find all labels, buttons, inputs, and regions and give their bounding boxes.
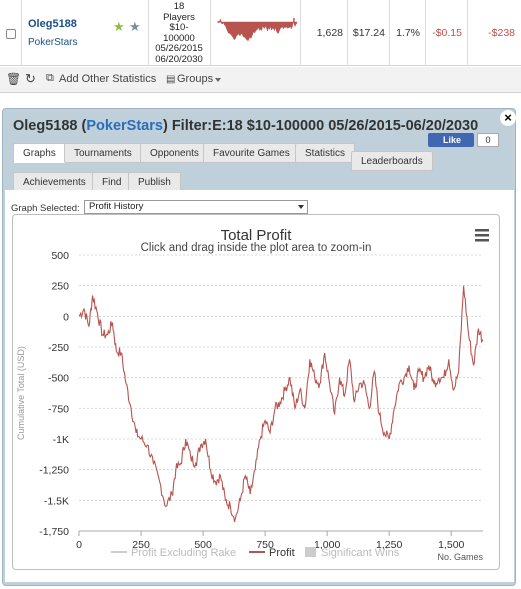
graph-select-value: Profit History bbox=[89, 201, 144, 212]
profit-sparkline[interactable] bbox=[217, 14, 297, 44]
graph-select[interactable]: Profit History bbox=[84, 200, 308, 214]
y-tick-label: 500 bbox=[51, 250, 69, 262]
menu-bar bbox=[475, 239, 489, 242]
filter-line: 100000 bbox=[163, 32, 195, 44]
tab-find[interactable]: Find bbox=[92, 172, 132, 192]
roi-value: 1.7% bbox=[396, 27, 420, 39]
menu-bar bbox=[475, 234, 489, 237]
y-tick-label: -1K bbox=[53, 434, 69, 446]
tab-achievements[interactable]: Achievements bbox=[13, 172, 96, 192]
sparkline-cell bbox=[211, 0, 301, 66]
y-tick-label: -1,250 bbox=[39, 465, 69, 477]
filter-line: Players bbox=[163, 11, 195, 23]
sparkline-positive-bar bbox=[293, 18, 295, 22]
chart-subtitle: Click and drag inside the plot area to z… bbox=[141, 242, 372, 254]
x-tick-label: 1,250 bbox=[376, 539, 402, 551]
site-link[interactable]: PokerStars bbox=[28, 37, 78, 48]
panel-title-filter: Filter:E:18 $10-100000 05/26/2015-06/20/… bbox=[171, 118, 479, 134]
x-tick-label: 1,500 bbox=[438, 539, 464, 551]
profit-value: -$238 bbox=[488, 27, 515, 39]
groups-dropdown[interactable]: Groups bbox=[177, 73, 214, 85]
x-tick-label: 0 bbox=[76, 539, 82, 551]
tab-graphs[interactable]: Graphs bbox=[13, 143, 66, 163]
menu-bar bbox=[475, 229, 489, 232]
y-tick-label: -750 bbox=[48, 403, 69, 415]
facebook-like-button[interactable]: Like bbox=[428, 133, 474, 147]
roi-cell: 1.7% bbox=[390, 0, 426, 66]
x-tick-label: 250 bbox=[132, 539, 150, 551]
sparkline-area bbox=[217, 21, 297, 42]
y-tick-label: 0 bbox=[63, 311, 69, 323]
y-tick-label: -250 bbox=[48, 342, 69, 354]
filter-line: 06/20/2030 bbox=[155, 53, 203, 65]
close-icon[interactable]: × bbox=[500, 110, 516, 126]
facebook-like-count: 0 bbox=[477, 133, 499, 147]
chart-menu-icon[interactable] bbox=[475, 229, 489, 242]
filter-line: 05/26/2015 bbox=[155, 43, 203, 55]
x-tick-label: 1,000 bbox=[314, 539, 340, 551]
chart-container: Total Profit Click and drag inside the pl… bbox=[12, 214, 500, 570]
tab-favourite-games[interactable]: Favourite Games bbox=[203, 143, 300, 163]
chevron-down-icon bbox=[298, 205, 304, 209]
y-tick-label: -1,750 bbox=[39, 526, 69, 538]
checkbox-cell bbox=[0, 0, 22, 66]
profit-cell: -$238 bbox=[468, 0, 521, 66]
y-tick-label: 250 bbox=[51, 281, 69, 293]
results-row: Oleg5188 PokerStars ★ ★ 18 Players $10- … bbox=[0, 0, 521, 66]
tab-leaderboards[interactable]: Leaderboards bbox=[351, 151, 433, 171]
tab-tournaments[interactable]: Tournaments bbox=[64, 143, 142, 163]
trash-icon[interactable]: 🗑 bbox=[6, 72, 22, 86]
groups-icon: ▤ bbox=[166, 74, 176, 85]
tab-opponents[interactable]: Opponents bbox=[140, 143, 209, 163]
trophy-icon: ★ bbox=[113, 19, 125, 34]
y-tick-label: -1.5K bbox=[44, 495, 69, 507]
x-tick-label: 750 bbox=[256, 539, 274, 551]
filter-line: $10- bbox=[169, 22, 189, 34]
sparkline-positive-bar bbox=[219, 19, 222, 22]
add-stats-icon[interactable]: ⧉ bbox=[46, 72, 54, 84]
y-tick-label: -500 bbox=[48, 373, 69, 385]
add-other-statistics-button[interactable]: Add Other Statistics bbox=[59, 73, 157, 85]
series-line-profit bbox=[78, 285, 484, 523]
games-count: 1,628 bbox=[316, 27, 343, 39]
legend-marker-significant-wins bbox=[305, 547, 316, 557]
avg-profit-cell: -$0.15 bbox=[426, 0, 468, 66]
row-checkbox[interactable] bbox=[6, 29, 16, 39]
panel-title: Oleg5188 (PokerStars) Filter:E:18 $10-10… bbox=[13, 118, 479, 134]
panel-title-site-link[interactable]: PokerStars bbox=[86, 118, 163, 134]
filter-cell: 18 Players $10- 100000 05/26/2015 06/20/… bbox=[149, 0, 211, 66]
x-axis-label: No. Games bbox=[437, 552, 483, 562]
player-cell: Oleg5188 PokerStars ★ ★ bbox=[22, 0, 149, 66]
panel-title-player: Oleg5188 bbox=[13, 118, 78, 134]
chart-legend: Profit Excluding Rake Profit Significant W… bbox=[111, 547, 400, 559]
legend-item-profit[interactable]: Profit bbox=[269, 547, 295, 559]
chevron-down-icon[interactable] bbox=[215, 78, 221, 82]
player-name-link[interactable]: Oleg5188 bbox=[28, 18, 77, 30]
chart-title: Total Profit bbox=[221, 227, 293, 244]
y-axis-label: Cumulative Total (USD) bbox=[16, 346, 26, 440]
avg-stake-cell: $17.24 bbox=[348, 0, 390, 66]
refresh-icon[interactable]: ↻ bbox=[25, 71, 36, 86]
favourite-star-icon[interactable]: ★ bbox=[129, 19, 141, 34]
legend-item-significant-wins[interactable]: Significant Wins bbox=[321, 547, 400, 559]
avg-profit: -$0.15 bbox=[432, 27, 462, 39]
legend-item-profit-excluding-rake[interactable]: Profit Excluding Rake bbox=[131, 547, 236, 559]
tab-statistics[interactable]: Statistics bbox=[295, 143, 356, 163]
avg-stake: $17.24 bbox=[352, 27, 385, 39]
filter-summary: 18 Players $10- 100000 05/26/2015 06/20/… bbox=[149, 0, 209, 66]
results-toolbar: 🗑 ↻ ⧉ Add Other Statistics ▤ Groups bbox=[0, 67, 521, 93]
tab-publish[interactable]: Publish bbox=[128, 172, 181, 192]
filter-line: 18 bbox=[173, 1, 185, 12]
x-tick-label: 500 bbox=[194, 539, 212, 551]
graph-selected-label: Graph Selected: bbox=[11, 203, 80, 214]
games-cell: 1,628 bbox=[301, 0, 348, 66]
sparkline-positive-bar bbox=[218, 21, 220, 22]
